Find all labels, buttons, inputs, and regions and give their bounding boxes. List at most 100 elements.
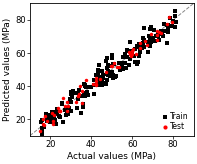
Train: [101, 76, 104, 78]
Train: [71, 90, 74, 92]
Train: [139, 51, 142, 53]
Train: [43, 126, 46, 129]
Train: [147, 50, 150, 53]
Train: [121, 67, 124, 69]
Train: [112, 74, 115, 77]
Train: [134, 60, 137, 63]
Test: [110, 65, 113, 68]
Train: [148, 37, 151, 39]
Train: [53, 110, 56, 113]
Train: [128, 50, 131, 52]
Train: [69, 93, 72, 95]
Test: [65, 100, 68, 103]
Train: [107, 73, 110, 76]
Test: [145, 44, 148, 46]
Train: [141, 47, 144, 49]
Test: [117, 66, 120, 68]
Train: [138, 44, 142, 47]
Train: [110, 71, 113, 74]
Train: [102, 82, 105, 84]
Train: [52, 111, 55, 114]
Train: [90, 85, 93, 88]
Train: [83, 84, 86, 86]
Train: [55, 113, 58, 116]
Train: [97, 79, 100, 82]
Train: [133, 48, 136, 50]
Test: [110, 64, 113, 67]
Train: [45, 118, 48, 121]
Train: [83, 83, 86, 85]
Train: [158, 39, 161, 42]
Train: [76, 98, 80, 101]
Train: [149, 45, 152, 48]
Train: [104, 82, 107, 85]
Train: [168, 16, 172, 19]
Train: [60, 101, 63, 104]
Train: [110, 54, 113, 57]
Test: [79, 85, 82, 88]
Train: [142, 39, 145, 41]
Train: [130, 50, 133, 52]
Train: [86, 94, 89, 96]
Train: [83, 93, 86, 95]
Train: [153, 39, 157, 42]
Train: [130, 51, 133, 54]
Train: [120, 67, 123, 70]
Train: [48, 118, 52, 120]
Test: [138, 47, 141, 49]
Train: [85, 93, 88, 96]
Train: [95, 73, 98, 76]
Train: [97, 84, 100, 86]
Train: [173, 10, 177, 13]
Train: [140, 42, 143, 45]
Train: [84, 95, 87, 97]
Train: [129, 40, 132, 43]
Train: [66, 107, 69, 109]
Train: [68, 99, 71, 101]
Test: [41, 123, 44, 125]
Train: [48, 120, 51, 123]
Train: [141, 41, 144, 44]
Test: [61, 97, 64, 100]
Train: [83, 83, 86, 85]
Train: [123, 53, 126, 56]
Train: [50, 114, 53, 117]
Train: [55, 111, 58, 113]
Train: [94, 84, 98, 87]
Train: [54, 123, 57, 125]
Train: [86, 86, 90, 88]
Test: [66, 110, 69, 112]
Train: [127, 63, 131, 66]
Train: [68, 98, 72, 101]
Test: [129, 52, 132, 55]
Train: [106, 57, 109, 60]
Test: [134, 53, 138, 56]
Train: [75, 91, 79, 94]
Test: [52, 114, 56, 117]
Train: [41, 126, 44, 129]
Train: [161, 32, 164, 34]
Train: [98, 81, 101, 83]
Train: [125, 49, 128, 51]
Train: [82, 92, 85, 94]
Train: [66, 113, 69, 115]
Test: [41, 118, 44, 121]
Train: [166, 26, 169, 29]
Train: [143, 27, 146, 30]
Train: [52, 121, 55, 123]
Train: [108, 71, 112, 73]
Train: [135, 63, 138, 65]
Train: [138, 49, 142, 52]
Train: [51, 119, 54, 121]
Train: [41, 133, 44, 136]
Train: [53, 118, 57, 121]
Train: [79, 112, 82, 114]
Test: [58, 110, 61, 113]
Train: [143, 46, 146, 49]
Train: [106, 70, 109, 72]
Train: [105, 67, 109, 70]
Train: [113, 63, 116, 65]
Train: [147, 41, 150, 43]
Test: [52, 123, 55, 125]
Train: [104, 59, 108, 62]
